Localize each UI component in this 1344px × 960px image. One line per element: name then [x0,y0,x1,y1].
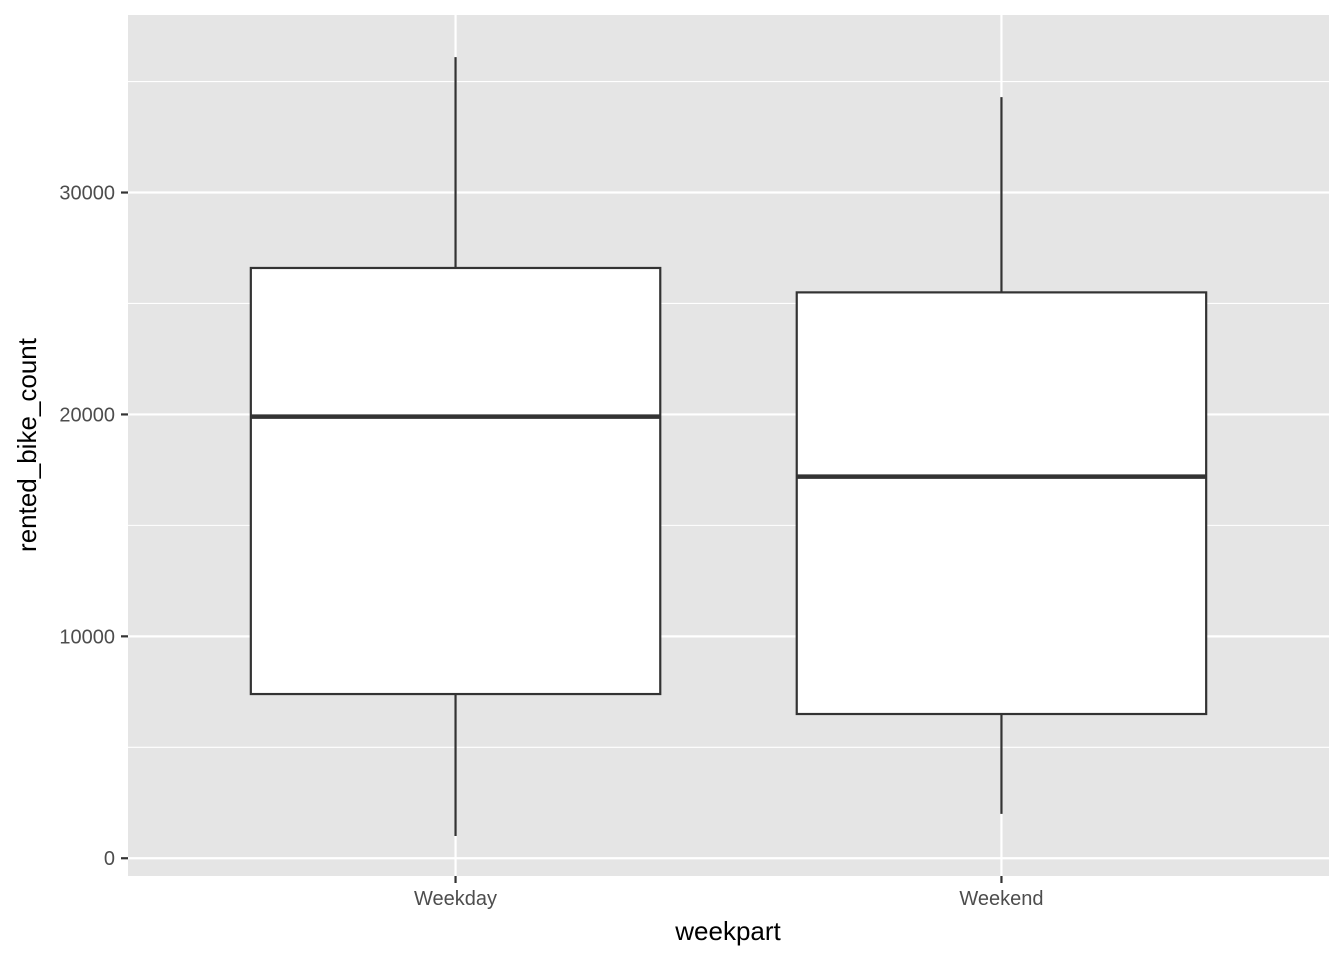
y-tick-label: 20000 [59,404,115,426]
y-axis-title: rented_bike_count [12,337,42,552]
y-tick-label: 0 [104,848,115,870]
x-tick-label: Weekday [414,888,497,910]
y-tick-label: 10000 [59,626,115,648]
box-iqr [249,266,662,696]
x-tick-label: Weekend [959,888,1043,910]
axes: 0 10000 20000 30000 Weekday Weekend [59,183,1043,910]
x-axis-title: weekpart [674,916,781,946]
y-tick-label: 30000 [59,183,115,205]
box-iqr [795,291,1208,716]
box-weekend [795,97,1208,814]
box-weekday [249,57,662,837]
boxes [249,57,1208,837]
